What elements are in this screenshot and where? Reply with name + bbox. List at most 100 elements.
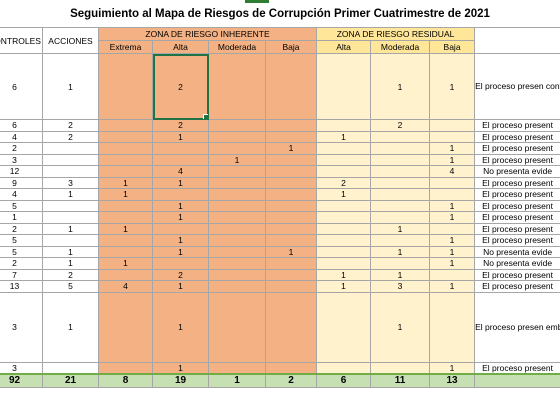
cell-inh-baja[interactable] bbox=[264, 257, 318, 270]
cell-res-moderada[interactable] bbox=[370, 257, 431, 270]
cell-observacion[interactable]: El proceso present bbox=[474, 188, 560, 201]
cell-observacion[interactable]: El proceso present bbox=[474, 199, 560, 212]
cell-res-baja[interactable] bbox=[429, 188, 476, 201]
cell-res-alta[interactable] bbox=[316, 211, 372, 224]
cell-observacion[interactable]: El proceso present bbox=[474, 176, 560, 189]
cell-res-alta[interactable]: 2 bbox=[316, 176, 372, 189]
cell-res-alta[interactable] bbox=[316, 222, 372, 235]
cell-res-alta[interactable] bbox=[316, 199, 372, 212]
cell-acciones[interactable]: 5 bbox=[42, 280, 99, 293]
cell-inh-moderada[interactable] bbox=[208, 211, 266, 224]
cell-inh-moderada[interactable] bbox=[208, 142, 266, 155]
cell-inh-extrema[interactable] bbox=[98, 119, 153, 132]
cell-controles[interactable]: 3 bbox=[0, 361, 43, 375]
header-controles[interactable]: CONTROLES bbox=[0, 27, 43, 54]
cell-observacion[interactable]: El proceso present bbox=[474, 361, 560, 375]
cell-observacion[interactable]: El proceso present bbox=[474, 211, 560, 224]
cell-inh-baja[interactable]: 1 bbox=[264, 142, 318, 155]
cell-inh-alta[interactable]: 1 bbox=[152, 245, 209, 258]
cell-res-alta[interactable] bbox=[316, 53, 372, 120]
cell-inh-moderada[interactable] bbox=[208, 268, 266, 281]
cell-controles[interactable]: 1 bbox=[0, 211, 43, 224]
cell-inh-moderada[interactable] bbox=[208, 176, 266, 189]
cell-acciones[interactable]: 1 bbox=[42, 245, 99, 258]
cell-res-baja[interactable] bbox=[429, 268, 476, 281]
cell-acciones[interactable]: 1 bbox=[42, 53, 99, 120]
cell-inh-alta[interactable]: 2 bbox=[152, 119, 209, 132]
cell-observacion[interactable]: El proceso present bbox=[474, 280, 560, 293]
header-res-baja[interactable]: Baja bbox=[429, 40, 476, 54]
cell-observacion[interactable]: No presenta evide bbox=[474, 165, 560, 178]
cell-res-moderada[interactable] bbox=[370, 199, 431, 212]
cell-inh-baja[interactable] bbox=[264, 222, 318, 235]
cell-res-moderada[interactable]: 1 bbox=[370, 53, 431, 120]
cell-inh-baja[interactable] bbox=[264, 188, 318, 201]
cell-controles[interactable]: 9 bbox=[0, 176, 43, 189]
cell-inh-extrema[interactable]: 1 bbox=[98, 257, 153, 270]
cell-res-baja[interactable]: 1 bbox=[429, 280, 476, 293]
cell-inh-alta[interactable]: 2 bbox=[152, 268, 209, 281]
cell-inh-moderada[interactable] bbox=[208, 165, 266, 178]
cell-acciones[interactable] bbox=[42, 234, 99, 247]
cell-controles[interactable]: 4 bbox=[0, 188, 43, 201]
cell-inh-extrema[interactable] bbox=[98, 142, 153, 155]
cell-acciones[interactable] bbox=[42, 165, 99, 178]
cell-inh-alta[interactable]: 1 bbox=[152, 176, 209, 189]
cell-res-baja[interactable] bbox=[429, 176, 476, 189]
cell-inh-extrema[interactable] bbox=[98, 291, 153, 363]
total-res-moderada[interactable]: 11 bbox=[370, 373, 431, 388]
header-inh-extrema[interactable]: Extrema bbox=[98, 40, 153, 54]
cell-inh-baja[interactable] bbox=[264, 268, 318, 281]
header-res-moderada[interactable]: Moderada bbox=[370, 40, 431, 54]
cell-res-moderada[interactable]: 2 bbox=[370, 119, 431, 132]
cell-res-moderada[interactable] bbox=[370, 188, 431, 201]
cell-res-baja[interactable]: 1 bbox=[429, 234, 476, 247]
cell-controles[interactable]: 12 bbox=[0, 165, 43, 178]
cell-res-baja[interactable]: 1 bbox=[429, 245, 476, 258]
cell-controles[interactable]: 5 bbox=[0, 199, 43, 212]
cell-res-alta[interactable] bbox=[316, 153, 372, 166]
cell-res-alta[interactable] bbox=[316, 257, 372, 270]
cell-acciones[interactable]: 1 bbox=[42, 222, 99, 235]
header-zona-inherente[interactable]: ZONA DE RIESGO INHERENTE bbox=[97, 27, 318, 41]
cell-inh-moderada[interactable] bbox=[208, 188, 266, 201]
header-inh-moderada[interactable]: Moderada bbox=[208, 40, 266, 54]
cell-controles[interactable]: 4 bbox=[0, 130, 43, 143]
cell-observacion[interactable]: El proceso present bbox=[474, 130, 560, 143]
cell-controles[interactable]: 3 bbox=[0, 153, 43, 166]
cell-inh-extrema[interactable]: 1 bbox=[98, 188, 153, 201]
cell-res-moderada[interactable] bbox=[370, 361, 431, 375]
cell-acciones[interactable] bbox=[42, 142, 99, 155]
cell-res-alta[interactable] bbox=[316, 142, 372, 155]
cell-acciones[interactable] bbox=[42, 211, 99, 224]
cell-observacion[interactable]: El proceso present bbox=[474, 119, 560, 132]
cell-inh-extrema[interactable] bbox=[98, 361, 153, 375]
cell-res-moderada[interactable] bbox=[370, 142, 431, 155]
cell-inh-alta[interactable]: 1 bbox=[152, 280, 209, 293]
total-inh-moderada[interactable]: 1 bbox=[208, 373, 266, 388]
cell-res-baja[interactable]: 1 bbox=[429, 211, 476, 224]
cell-res-baja[interactable]: 1 bbox=[429, 361, 476, 375]
cell-inh-baja[interactable] bbox=[264, 280, 318, 293]
cell-acciones[interactable]: 1 bbox=[42, 188, 99, 201]
cell-controles[interactable]: 2 bbox=[0, 257, 43, 270]
cell-inh-baja[interactable] bbox=[264, 199, 318, 212]
cell-acciones[interactable]: 2 bbox=[42, 268, 99, 281]
cell-res-baja[interactable] bbox=[429, 119, 476, 132]
cell-res-moderada[interactable]: 1 bbox=[370, 245, 431, 258]
header-zona-residual[interactable]: ZONA DE RIESGO RESIDUAL bbox=[316, 27, 476, 41]
cell-controles[interactable]: 5 bbox=[0, 234, 43, 247]
cell-controles[interactable]: 2 bbox=[0, 222, 43, 235]
cell-inh-extrema[interactable] bbox=[98, 153, 153, 166]
cell-controles[interactable]: 3 bbox=[0, 291, 43, 363]
cell-inh-moderada[interactable] bbox=[208, 234, 266, 247]
header-observaciones[interactable] bbox=[474, 27, 560, 54]
cell-inh-baja[interactable] bbox=[264, 53, 318, 120]
cell-inh-extrema[interactable] bbox=[98, 130, 153, 143]
cell-inh-extrema[interactable] bbox=[98, 245, 153, 258]
cell-inh-baja[interactable] bbox=[264, 119, 318, 132]
cell-observacion[interactable]: El proceso present bbox=[474, 234, 560, 247]
cell-controles[interactable]: 5 bbox=[0, 245, 43, 258]
total-acciones[interactable]: 21 bbox=[42, 373, 99, 388]
cell-inh-extrema[interactable] bbox=[98, 268, 153, 281]
